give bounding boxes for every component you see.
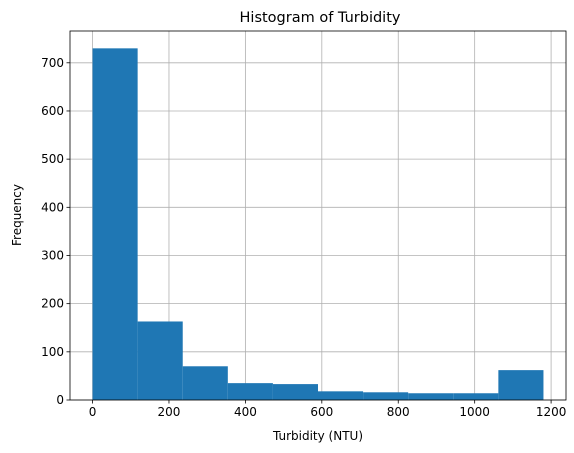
histogram-bar [363,392,409,400]
grid [70,31,566,401]
x-tick-label: 600 [310,405,333,419]
histogram-bar [318,391,364,400]
y-tick-label: 700 [41,56,64,70]
x-tick-label: 800 [387,405,410,419]
x-tick-label: 1200 [536,405,567,419]
x-axis-label: Turbidity (NTU) [272,429,363,443]
chart-title: Histogram of Turbidity [240,10,401,26]
x-tick-label: 0 [89,405,97,419]
y-tick-label: 300 [41,248,64,262]
y-tick-label: 200 [41,297,64,311]
histogram-bar [227,383,273,400]
histogram-bar [137,321,183,400]
histogram-bar [498,370,544,400]
y-tick-label: 600 [41,104,64,118]
histogram-bar [453,393,499,400]
histogram-bar [272,384,318,400]
x-tick-label: 200 [158,405,181,419]
x-axis-ticks: 0 200 400 600 800 1000 1200 [89,400,567,419]
y-tick-label: 100 [41,345,64,359]
y-tick-label: 500 [41,152,64,166]
y-axis-ticks: 0 100 200 300 400 500 600 700 [41,56,70,407]
bars [92,48,544,400]
histogram-bar [92,48,138,400]
histogram-bar [182,366,228,400]
x-tick-label: 1000 [459,405,490,419]
plot-frame [69,30,567,401]
y-tick-label: 0 [56,393,64,407]
histogram-bar [408,393,454,400]
y-tick-label: 400 [41,200,64,214]
y-axis-label: Frequency [10,184,24,246]
x-tick-label: 400 [234,405,257,419]
